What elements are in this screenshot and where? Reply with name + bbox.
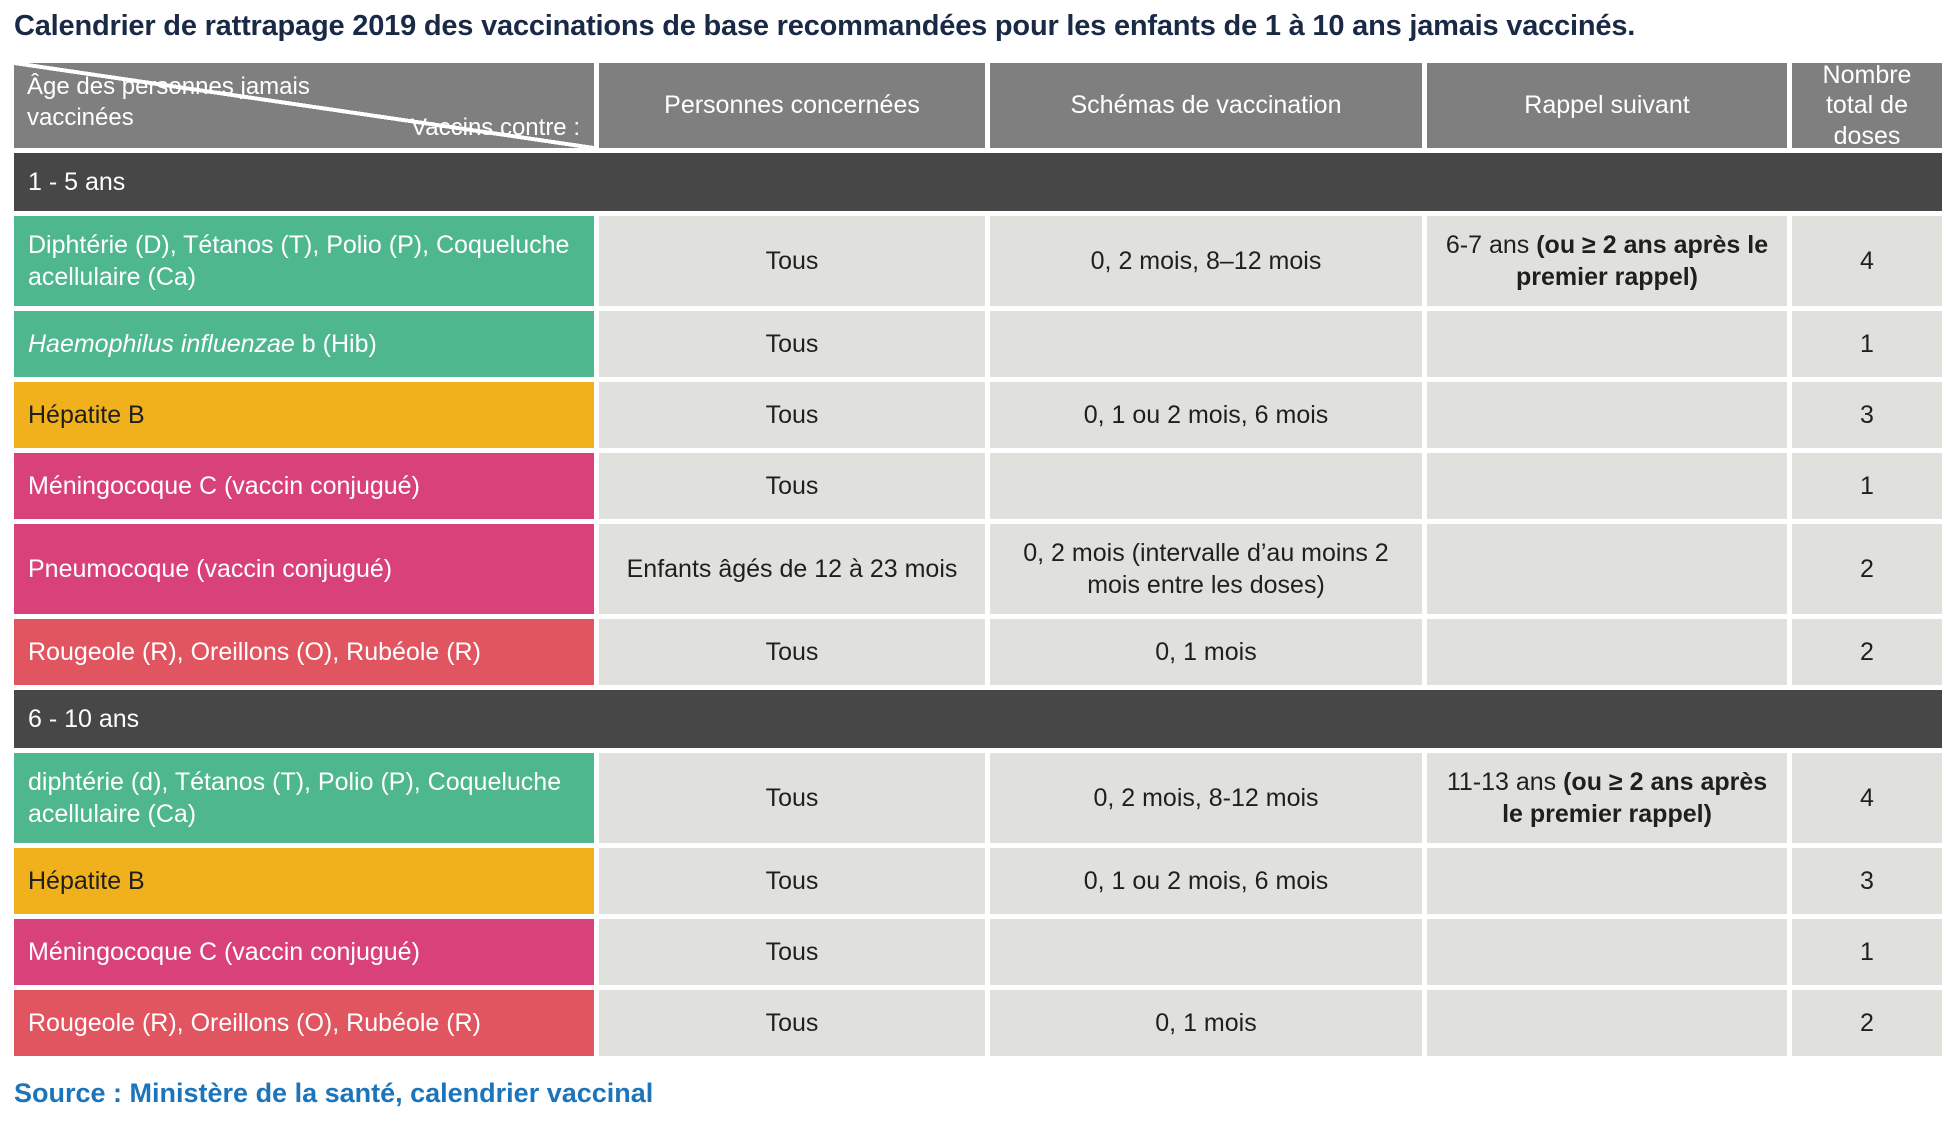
schema-cell: 0, 1 mois bbox=[990, 990, 1422, 1056]
schema-cell bbox=[990, 919, 1422, 985]
rappel-cell bbox=[1427, 453, 1787, 519]
personnes-cell: Tous bbox=[599, 453, 985, 519]
schema-cell: 0, 1 ou 2 mois, 6 mois bbox=[990, 848, 1422, 914]
vaccine-cell: Rougeole (R), Oreillons (O), Rubéole (R) bbox=[14, 619, 594, 685]
schema-cell: 0, 2 mois (intervalle d’au moins 2 mois … bbox=[990, 524, 1422, 614]
vaccine-cell: Rougeole (R), Oreillons (O), Rubéole (R) bbox=[14, 990, 594, 1056]
column-header-doses: Nombre total de doses bbox=[1792, 61, 1942, 150]
rappel-cell bbox=[1427, 382, 1787, 448]
rappel-cell bbox=[1427, 848, 1787, 914]
corner-header-cell: Âge des personnes jamais vaccinées Vacci… bbox=[14, 63, 594, 148]
personnes-cell: Tous bbox=[599, 990, 985, 1056]
personnes-cell: Enfants âgés de 12 à 23 mois bbox=[599, 524, 985, 614]
section-header-row: 6 - 10 ans bbox=[14, 690, 1942, 748]
vaccine-cell: Méningocoque C (vaccin conjugué) bbox=[14, 453, 594, 519]
doses-cell: 1 bbox=[1792, 453, 1942, 519]
rappel-cell bbox=[1427, 524, 1787, 614]
rappel-cell: 6-7 ans (ou ≥ 2 ans après le premier rap… bbox=[1427, 216, 1787, 306]
personnes-cell: Tous bbox=[599, 311, 985, 377]
doses-cell: 4 bbox=[1792, 216, 1942, 306]
vaccine-cell: Pneumocoque (vaccin conjugué) bbox=[14, 524, 594, 614]
schema-cell: 0, 1 mois bbox=[990, 619, 1422, 685]
vaccination-table: Âge des personnes jamais vaccinées Vacci… bbox=[14, 61, 1942, 1056]
personnes-cell: Tous bbox=[599, 382, 985, 448]
schema-cell: 0, 2 mois, 8–12 mois bbox=[990, 216, 1422, 306]
rappel-cell: 11-13 ans (ou ≥ 2 ans après le premier r… bbox=[1427, 753, 1787, 843]
section-header-row: 1 - 5 ans bbox=[14, 153, 1942, 211]
vaccine-cell: Méningocoque C (vaccin conjugué) bbox=[14, 919, 594, 985]
vaccine-cell: Hépatite B bbox=[14, 382, 594, 448]
corner-header-age-label: Âge des personnes jamais vaccinées bbox=[27, 73, 310, 132]
schema-cell: 0, 1 ou 2 mois, 6 mois bbox=[990, 382, 1422, 448]
column-header-schemas: Schémas de vaccination bbox=[990, 63, 1422, 148]
personnes-cell: Tous bbox=[599, 848, 985, 914]
column-header-personnes: Personnes concernées bbox=[599, 63, 985, 148]
schema-cell bbox=[990, 453, 1422, 519]
corner-header-vaccins-label: Vaccins contre : bbox=[411, 114, 580, 141]
rappel-cell bbox=[1427, 619, 1787, 685]
doses-cell: 3 bbox=[1792, 382, 1942, 448]
rappel-cell bbox=[1427, 990, 1787, 1056]
vaccine-cell: diphtérie (d), Tétanos (T), Polio (P), C… bbox=[14, 753, 594, 843]
schema-cell: 0, 2 mois, 8-12 mois bbox=[990, 753, 1422, 843]
rappel-cell bbox=[1427, 919, 1787, 985]
personnes-cell: Tous bbox=[599, 753, 985, 843]
doses-cell: 3 bbox=[1792, 848, 1942, 914]
rappel-cell bbox=[1427, 311, 1787, 377]
doses-cell: 1 bbox=[1792, 919, 1942, 985]
page-title: Calendrier de rattrapage 2019 des vaccin… bbox=[14, 10, 1636, 42]
doses-cell: 2 bbox=[1792, 990, 1942, 1056]
vaccine-cell: Diphtérie (D), Tétanos (T), Polio (P), C… bbox=[14, 216, 594, 306]
doses-cell: 1 bbox=[1792, 311, 1942, 377]
vaccine-cell: Hépatite B bbox=[14, 848, 594, 914]
personnes-cell: Tous bbox=[599, 216, 985, 306]
column-header-rappel: Rappel suivant bbox=[1427, 63, 1787, 148]
doses-cell: 2 bbox=[1792, 524, 1942, 614]
schema-cell bbox=[990, 311, 1422, 377]
doses-cell: 4 bbox=[1792, 753, 1942, 843]
personnes-cell: Tous bbox=[599, 619, 985, 685]
source-note: Source : Ministère de la santé, calendri… bbox=[14, 1078, 654, 1108]
personnes-cell: Tous bbox=[599, 919, 985, 985]
doses-cell: 2 bbox=[1792, 619, 1942, 685]
vaccine-cell: Haemophilus influenzae b (Hib) bbox=[14, 311, 594, 377]
